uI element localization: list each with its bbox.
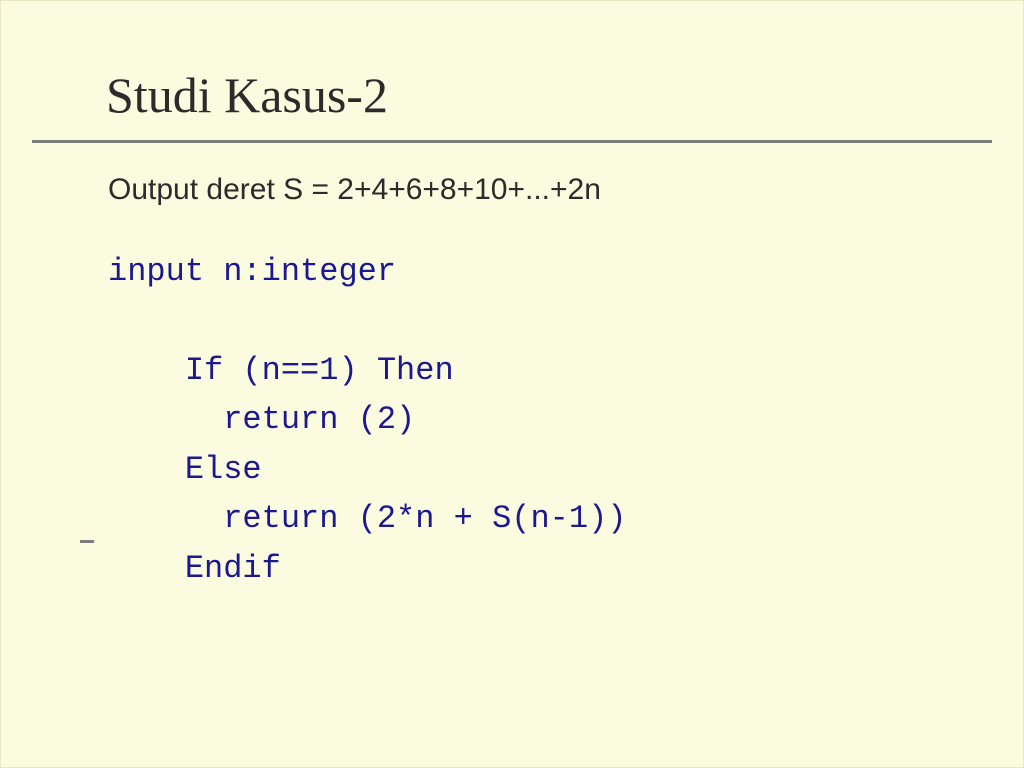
bullet-marker — [80, 540, 94, 543]
description-text: Output deret S = 2+4+6+8+10+...+2n — [108, 170, 964, 211]
slide-body: Output deret S = 2+4+6+8+10+...+2n input… — [108, 170, 964, 594]
title-underline — [32, 140, 992, 143]
code-block: input n:integer If (n==1) Then return (2… — [108, 247, 964, 594]
slide: Studi Kasus-2 Output deret S = 2+4+6+8+1… — [0, 0, 1024, 768]
slide-title: Studi Kasus-2 — [106, 66, 388, 124]
